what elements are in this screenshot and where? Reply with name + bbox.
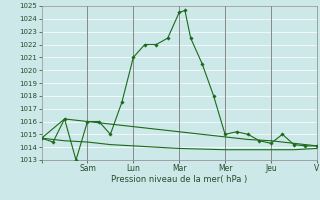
X-axis label: Pression niveau de la mer( hPa ): Pression niveau de la mer( hPa ) [111, 175, 247, 184]
